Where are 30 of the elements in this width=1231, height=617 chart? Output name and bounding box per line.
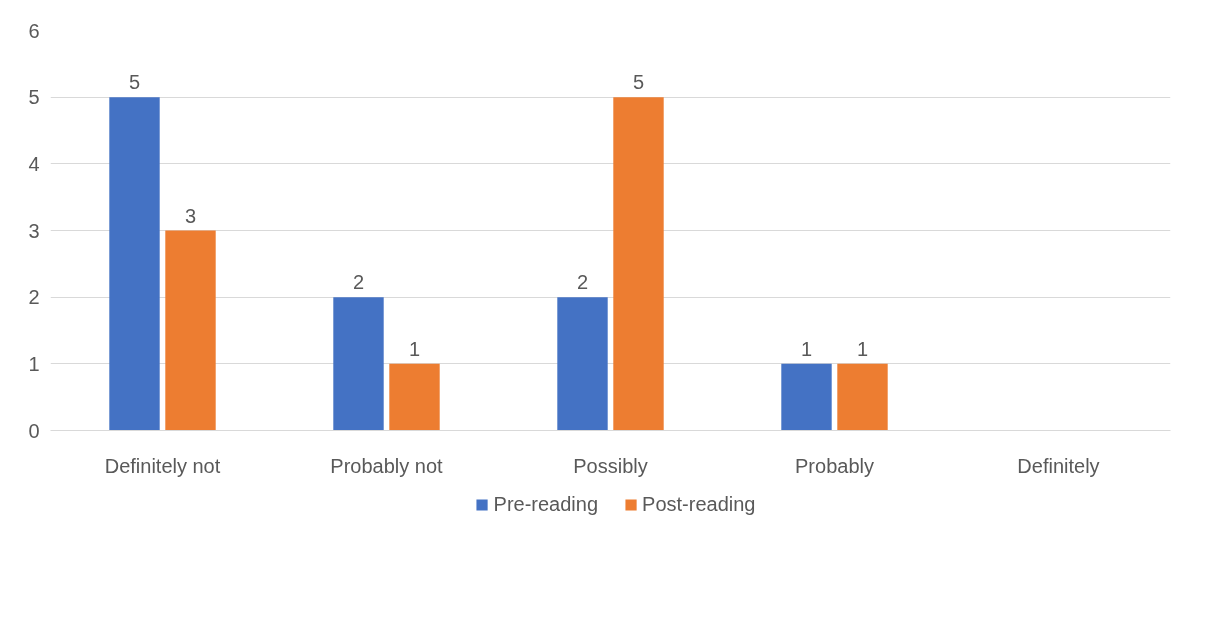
y-tick-label: 3 [28,219,40,242]
x-tick-label: Probably not [330,454,444,477]
legend-label: Post-reading [642,492,756,516]
bar [613,97,664,431]
bar [333,297,384,431]
bar [557,297,608,431]
x-tick-label: Possibly [573,454,648,477]
x-tick-label: Definitely not [104,454,221,477]
y-tick-label: 4 [28,152,40,175]
data-label: 5 [632,71,645,94]
x-tick-label: Probably [795,454,874,477]
y-tick-label: 1 [28,352,40,375]
y-tick-label: 0 [28,419,40,442]
bar [837,363,888,431]
y-tick-label: 2 [28,286,40,309]
legend-label: Pre-reading [493,492,599,516]
bar [389,363,440,431]
data-label: 1 [856,337,869,360]
y-tick-label: 6 [28,19,40,42]
data-label: 5 [128,71,141,94]
data-label: 2 [576,271,589,294]
bar [781,363,832,431]
x-tick-label: Definitely [1017,454,1100,477]
data-label: 3 [184,204,197,227]
data-label: 1 [800,337,813,360]
bar [165,230,216,431]
bar [109,97,160,431]
data-label: 2 [352,271,365,294]
data-label: 1 [408,337,421,360]
y-tick-label: 5 [28,86,40,109]
